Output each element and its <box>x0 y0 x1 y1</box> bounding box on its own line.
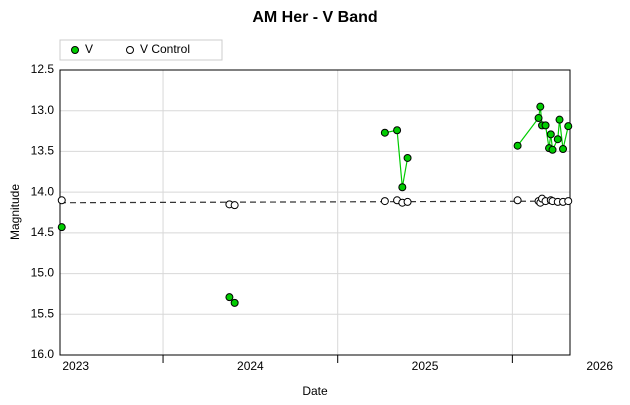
y-tick-label: 13.5 <box>31 144 55 158</box>
data-point <box>534 114 543 123</box>
chart-title: AM Her - V Band <box>252 9 377 26</box>
legend-label: V Control <box>140 42 190 56</box>
data-point <box>398 183 407 192</box>
data-point <box>564 122 573 131</box>
data-point <box>564 197 573 206</box>
y-tick-label: 14.0 <box>31 184 55 198</box>
y-tick-label: 16.0 <box>31 347 55 361</box>
data-point <box>393 126 402 135</box>
x-tick-label: 2023 <box>62 359 89 373</box>
data-point <box>548 145 557 154</box>
data-point <box>225 293 234 302</box>
data-point <box>513 141 522 150</box>
y-tick-label: 14.5 <box>31 225 55 239</box>
legend-label: V <box>85 42 93 56</box>
x-tick-label: 2026 <box>586 359 613 373</box>
trend-line <box>59 200 571 204</box>
data-point <box>536 102 545 111</box>
data-point <box>380 128 389 137</box>
data-point <box>553 135 562 144</box>
plot-frame <box>59 69 571 356</box>
legend-marker <box>71 46 79 54</box>
data-point <box>380 197 389 206</box>
data-point <box>403 153 412 162</box>
data-point <box>230 201 239 210</box>
y-axis-label: Magnitude <box>8 184 22 240</box>
data-point <box>546 130 555 139</box>
legend-box <box>59 39 223 61</box>
data-point <box>230 298 239 307</box>
data-point <box>541 121 550 130</box>
x-tick-label: 2024 <box>237 359 264 373</box>
data-point <box>559 144 568 153</box>
y-tick-label: 13.0 <box>31 103 55 117</box>
data-point <box>513 196 522 205</box>
data-point <box>555 115 564 124</box>
y-tick-label: 12.5 <box>31 62 55 76</box>
y-tick-label: 15.5 <box>31 306 55 320</box>
data-point <box>57 196 66 205</box>
y-tick-label: 15.0 <box>31 266 55 280</box>
x-tick-label: 2025 <box>412 359 439 373</box>
x-axis-label: Date <box>302 384 328 398</box>
data-point <box>403 197 412 206</box>
data-point <box>57 223 66 232</box>
legend-marker <box>126 46 134 54</box>
